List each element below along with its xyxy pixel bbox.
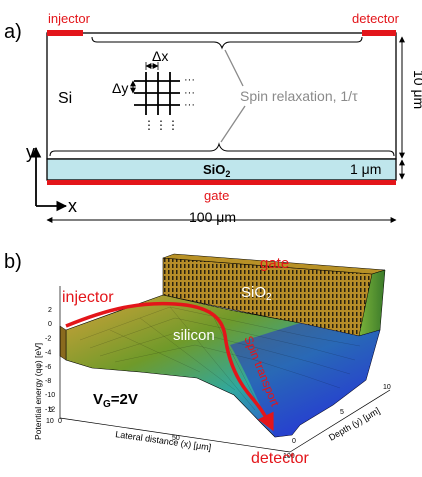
panel-b: b) gate injector SiO2 silicon Spin trans… [4,251,391,467]
bottom-brace [49,142,395,157]
sio2-label: SiO2 [203,162,230,179]
vg-label: VG=2V [93,391,138,410]
mesh-vellipsis-3: ⋮ [167,118,179,132]
panel-a-label: a) [4,21,22,43]
z-tick-1: 0 [48,321,52,328]
spin-relaxation-label: Spin relaxation, 1/τ [240,88,358,104]
z-axis-label: Potential energy (qφ) [eV] [33,343,43,440]
z-tick-3: -4 [45,350,51,357]
x-tick-2: 100 [283,453,295,460]
x-tick-1: 50 [172,435,180,442]
detector-label-b: detector [251,450,309,467]
z-tick-5: -8 [45,378,51,385]
height-label: 10 μm [411,70,422,109]
axis-y-label: y [26,142,35,162]
axis-x-label: x [68,196,77,216]
silicon-body [46,32,397,160]
x-ticks: 0 50 100 [58,418,295,460]
z-tick-4: -6 [45,364,51,371]
vd-label: VD=10V [93,370,146,389]
silicon-label: silicon [173,327,215,344]
surface-funnel [230,323,380,437]
width-label: 100 μm [189,209,236,225]
mesh-grid [134,72,180,115]
left-tick-5: 5 [49,407,53,414]
depth-tick-1: 5 [340,409,344,416]
z-tick-7: -12 [45,406,55,413]
spin-transport-path [65,301,274,432]
mesh-vellipsis-1: ⋮ [143,118,155,132]
depth-tick-2: 10 [383,384,391,391]
mesh-ellipsis-1: ··· [184,74,195,86]
mesh-ellipsis-3: ··· [184,99,195,111]
left-tick-10: 10 [46,418,54,425]
x-axis-label: Lateral distance (x) [μm] [115,429,212,452]
x-axis [59,417,291,453]
depth-axis [289,389,391,453]
injector-contact [47,30,83,36]
left-face [59,325,67,361]
si-label: Si [58,90,72,107]
detector-label: detector [352,11,400,26]
x-tick-0: 0 [58,418,62,425]
mesh-ellipsis-2: ··· [184,87,195,99]
panel-a: a) injector detector Spin relaxation, 1/… [4,11,422,225]
z-tick-0: 2 [48,307,52,314]
top-brace [91,36,363,50]
gate-label: gate [204,188,229,203]
delta-x-label: Δx [152,48,168,64]
gate-label-b: gate [260,255,289,272]
injector-label-b: injector [62,289,114,306]
leader-bottom [220,105,246,143]
gate-contact [47,180,396,185]
sio2-label-b: SiO2 [241,284,272,303]
z-ticks: 2 0 -2 -4 -6 -8 -10 -12 [45,307,55,413]
z-tick-6: -10 [45,392,55,399]
surface-mesh [79,306,361,429]
z-tick-2: -2 [45,335,51,342]
mesh-vellipsis-2: ⋮ [155,118,167,132]
depth-tick-0: 0 [292,438,296,445]
oxide-thickness-label: 1 μm [350,161,381,177]
injector-label: injector [48,11,91,26]
delta-y-label: Δy [112,80,128,96]
leader-top [224,49,244,87]
panel-b-label: b) [4,251,22,273]
detector-contact [362,30,396,36]
depth-ticks: 0 5 10 [292,384,391,445]
